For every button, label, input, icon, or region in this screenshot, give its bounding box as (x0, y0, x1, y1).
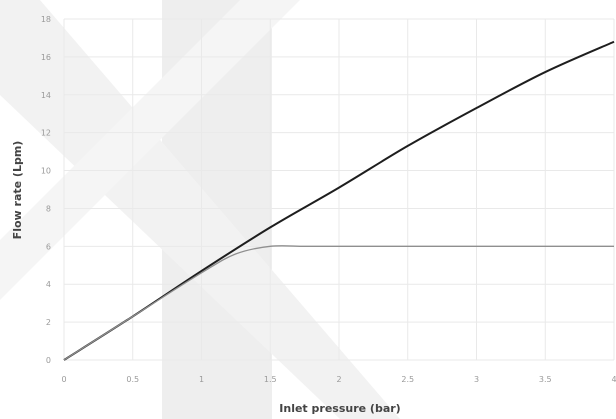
watermark (0, 0, 400, 419)
y-tick-label: 4 (46, 280, 51, 289)
series-line-2 (63, 245, 614, 361)
x-tick-label: 1 (199, 375, 204, 384)
y-tick-label: 14 (41, 91, 51, 100)
x-tick-label: 1.5 (264, 375, 277, 384)
x-tick-label: 2.5 (401, 375, 414, 384)
x-tick-label: 0.5 (126, 375, 139, 384)
y-axis-label: Flow rate (Lpm) (11, 141, 24, 240)
series-lines (63, 40, 615, 361)
x-axis-ticks: 0 0.5 1 1.5 2 2.5 3 3.5 4 (61, 375, 616, 384)
grid (63, 18, 615, 361)
y-tick-label: 18 (41, 15, 51, 24)
x-axis-label: Inlet pressure (bar) (279, 402, 400, 415)
x-tick-label: 3 (474, 375, 479, 384)
x-tick-label: 2 (336, 375, 341, 384)
y-tick-label: 10 (41, 167, 51, 176)
y-tick-label: 8 (46, 204, 51, 213)
y-tick-label: 6 (46, 242, 51, 251)
x-tick-label: 0 (61, 375, 66, 384)
y-tick-label: 2 (46, 318, 51, 327)
y-tick-label: 12 (41, 129, 51, 138)
y-tick-label: 0 (46, 356, 51, 365)
y-tick-label: 16 (41, 53, 51, 62)
y-axis-ticks: 0 2 4 6 8 10 12 14 16 18 (41, 15, 51, 365)
x-tick-label: 4 (611, 375, 616, 384)
x-tick-label: 3.5 (539, 375, 552, 384)
